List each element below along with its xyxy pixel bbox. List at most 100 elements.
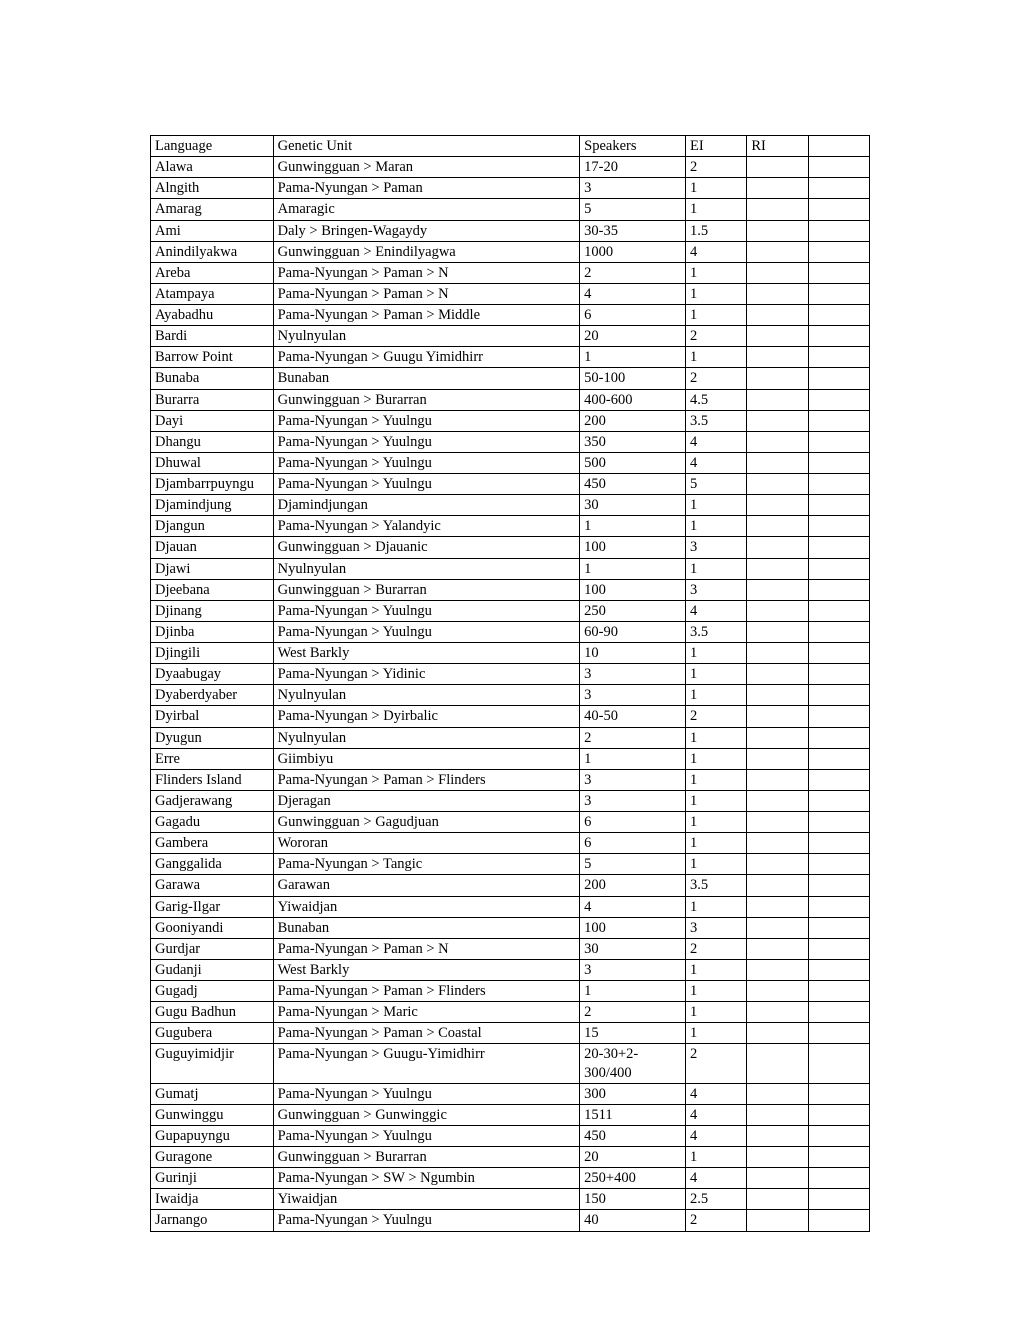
table-cell: 2 (686, 326, 747, 347)
table-cell (747, 981, 808, 1002)
table-row: IwaidjaYiwaidjan1502.5 (151, 1189, 870, 1210)
table-cell: Giimbiyu (273, 748, 580, 769)
table-cell: 6 (580, 833, 686, 854)
table-cell: 250+400 (580, 1168, 686, 1189)
table-row: DjingiliWest Barkly101 (151, 643, 870, 664)
table-cell: 20 (580, 326, 686, 347)
table-row: DyugunNyulnyulan21 (151, 727, 870, 748)
table-cell (747, 389, 808, 410)
table-cell: 1 (686, 833, 747, 854)
table-cell: 1 (686, 727, 747, 748)
table-cell: Pama-Nyungan > Guugu-Yimidhirr (273, 1044, 580, 1083)
table-cell: 3 (580, 959, 686, 980)
table-cell: 40 (580, 1210, 686, 1231)
table-row: DyaabugayPama-Nyungan > Yidinic31 (151, 664, 870, 685)
table-cell: Pama-Nyungan > Paman > N (273, 283, 580, 304)
table-cell: 100 (580, 917, 686, 938)
table-row: GagaduGunwingguan > Gagudjuan61 (151, 812, 870, 833)
table-cell: 6 (580, 812, 686, 833)
table-cell: 5 (686, 474, 747, 495)
table-cell: Pama-Nyungan > Yuulngu (273, 431, 580, 452)
table-cell: Garawa (151, 875, 274, 896)
table-cell (747, 1147, 808, 1168)
table-row: AlawaGunwingguan > Maran17-202 (151, 157, 870, 178)
table-cell: Djinba (151, 621, 274, 642)
table-row: DjauanGunwingguan > Djauanic1003 (151, 537, 870, 558)
table-cell (808, 347, 869, 368)
table-cell (747, 1125, 808, 1146)
table-row: GurinjiPama-Nyungan > SW > Ngumbin250+40… (151, 1168, 870, 1189)
table-cell: 1 (686, 262, 747, 283)
table-cell: Gunwingguan > Gunwinggic (273, 1104, 580, 1125)
table-cell: 1 (686, 558, 747, 579)
table-cell: Dyaabugay (151, 664, 274, 685)
table-cell: 1000 (580, 241, 686, 262)
table-cell: Gooniyandi (151, 917, 274, 938)
table-row: GarawaGarawan2003.5 (151, 875, 870, 896)
table-cell: Bardi (151, 326, 274, 347)
table-cell: Pama-Nyungan > Yuulngu (273, 452, 580, 473)
table-header-row: LanguageGenetic UnitSpeakersEIRI (151, 136, 870, 157)
table-cell: 30-35 (580, 220, 686, 241)
table-cell (747, 452, 808, 473)
table-cell (747, 495, 808, 516)
table-cell: 1 (686, 664, 747, 685)
table-row: AlngithPama-Nyungan > Paman31 (151, 178, 870, 199)
table-cell (808, 389, 869, 410)
table-cell (808, 600, 869, 621)
table-cell: 500 (580, 452, 686, 473)
table-cell: Nyulnyulan (273, 727, 580, 748)
table-cell (808, 516, 869, 537)
table-cell: 2 (580, 1002, 686, 1023)
table-cell (808, 452, 869, 473)
table-cell (747, 1083, 808, 1104)
table-cell: Amarag (151, 199, 274, 220)
table-cell: Pama-Nyungan > Maric (273, 1002, 580, 1023)
table-cell: Djinang (151, 600, 274, 621)
table-cell: 30 (580, 495, 686, 516)
table-row: GuguberaPama-Nyungan > Paman > Coastal15… (151, 1023, 870, 1044)
table-cell (747, 474, 808, 495)
table-cell: Pama-Nyungan > Dyirbalic (273, 706, 580, 727)
table-cell (808, 495, 869, 516)
column-header: Language (151, 136, 274, 157)
table-cell (808, 833, 869, 854)
table-cell: Gudanji (151, 959, 274, 980)
table-cell: 40-50 (580, 706, 686, 727)
table-cell: 150 (580, 1189, 686, 1210)
table-row: GunwingguGunwingguan > Gunwinggic15114 (151, 1104, 870, 1125)
table-cell: Gunwingguan > Gagudjuan (273, 812, 580, 833)
table-cell: 1 (686, 495, 747, 516)
table-cell (808, 241, 869, 262)
column-header: EI (686, 136, 747, 157)
table-cell (747, 579, 808, 600)
table-row: GamberaWororan61 (151, 833, 870, 854)
table-cell (808, 1044, 869, 1083)
table-cell: 1 (580, 516, 686, 537)
table-row: AnindilyakwaGunwingguan > Enindilyagwa10… (151, 241, 870, 262)
table-cell (747, 621, 808, 642)
table-cell: 350 (580, 431, 686, 452)
table-cell: 2 (580, 262, 686, 283)
table-cell (747, 283, 808, 304)
table-cell (808, 558, 869, 579)
table-row: AmiDaly > Bringen-Wagaydy30-351.5 (151, 220, 870, 241)
table-cell (747, 326, 808, 347)
table-cell: Pama-Nyungan > Yuulngu (273, 1083, 580, 1104)
table-cell (808, 917, 869, 938)
table-cell: Gurinji (151, 1168, 274, 1189)
table-cell: Djambarrpuyngu (151, 474, 274, 495)
table-cell (747, 727, 808, 748)
table-cell: 1 (686, 790, 747, 811)
column-header (808, 136, 869, 157)
table-cell: Pama-Nyungan > Paman > Flinders (273, 769, 580, 790)
table-cell: Garawan (273, 875, 580, 896)
column-header: Genetic Unit (273, 136, 580, 157)
table-cell: 1511 (580, 1104, 686, 1125)
table-cell (808, 410, 869, 431)
table-cell: 4 (580, 896, 686, 917)
table-cell (747, 516, 808, 537)
table-row: DjeebanaGunwingguan > Burarran1003 (151, 579, 870, 600)
table-cell: Barrow Point (151, 347, 274, 368)
table-cell: Pama-Nyungan > Yuulngu (273, 600, 580, 621)
